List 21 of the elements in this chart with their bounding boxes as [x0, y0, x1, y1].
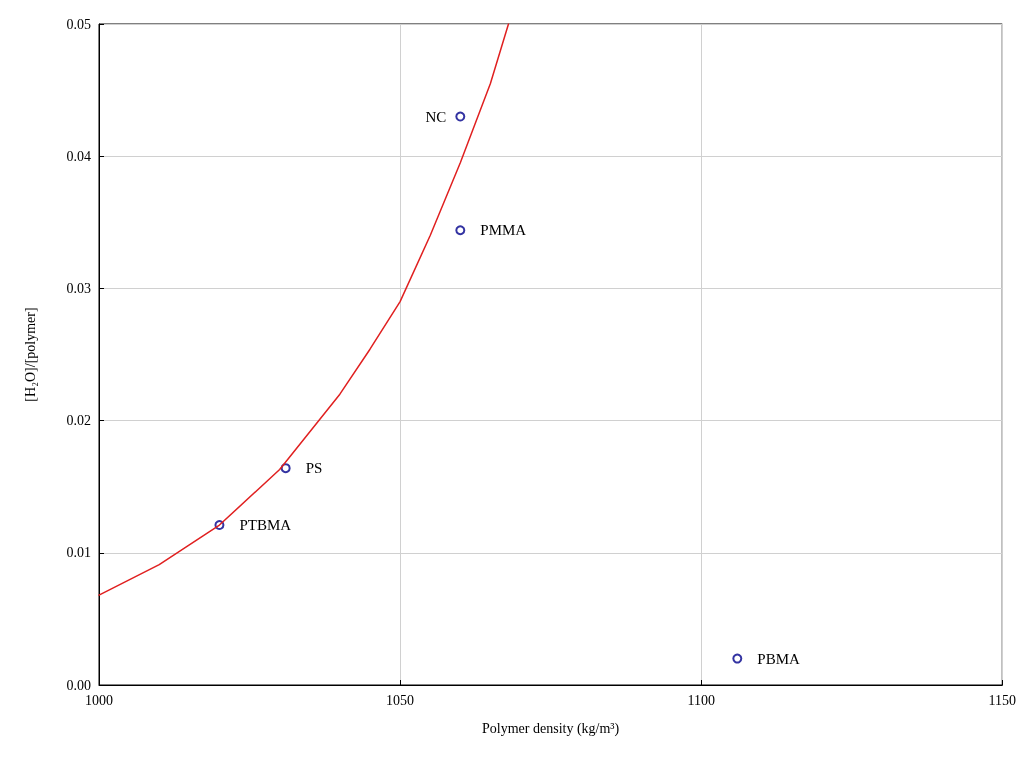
annotation: NC: [425, 108, 447, 125]
x-tick-label: 1150: [988, 692, 1016, 708]
point: [732, 653, 743, 664]
y-tick-label: 0.01: [66, 545, 91, 561]
x-tick-label: 1000: [85, 692, 113, 708]
y-tick-label: 0.00: [66, 677, 91, 693]
annotation: PS: [305, 460, 323, 477]
x-tick-label: 1100: [687, 692, 715, 708]
annotation: PBMA: [757, 650, 800, 667]
x-tick-label: 1050: [386, 692, 415, 708]
y-axis-title: [H₂O]/[polymer]: [22, 307, 38, 402]
y-tick-label: 0.03: [66, 280, 91, 296]
annotation: PMMA: [480, 222, 527, 239]
x-axis-title: Polymer density (kg/m³): [482, 720, 620, 737]
y-tick-label: 0.02: [66, 413, 91, 429]
y-tick-label: 0.05: [66, 16, 91, 32]
annotation: PTBMA: [239, 517, 292, 534]
point: [455, 111, 466, 122]
point: [280, 463, 291, 474]
point: [455, 225, 466, 236]
y-tick-label: 0.04: [66, 148, 91, 164]
